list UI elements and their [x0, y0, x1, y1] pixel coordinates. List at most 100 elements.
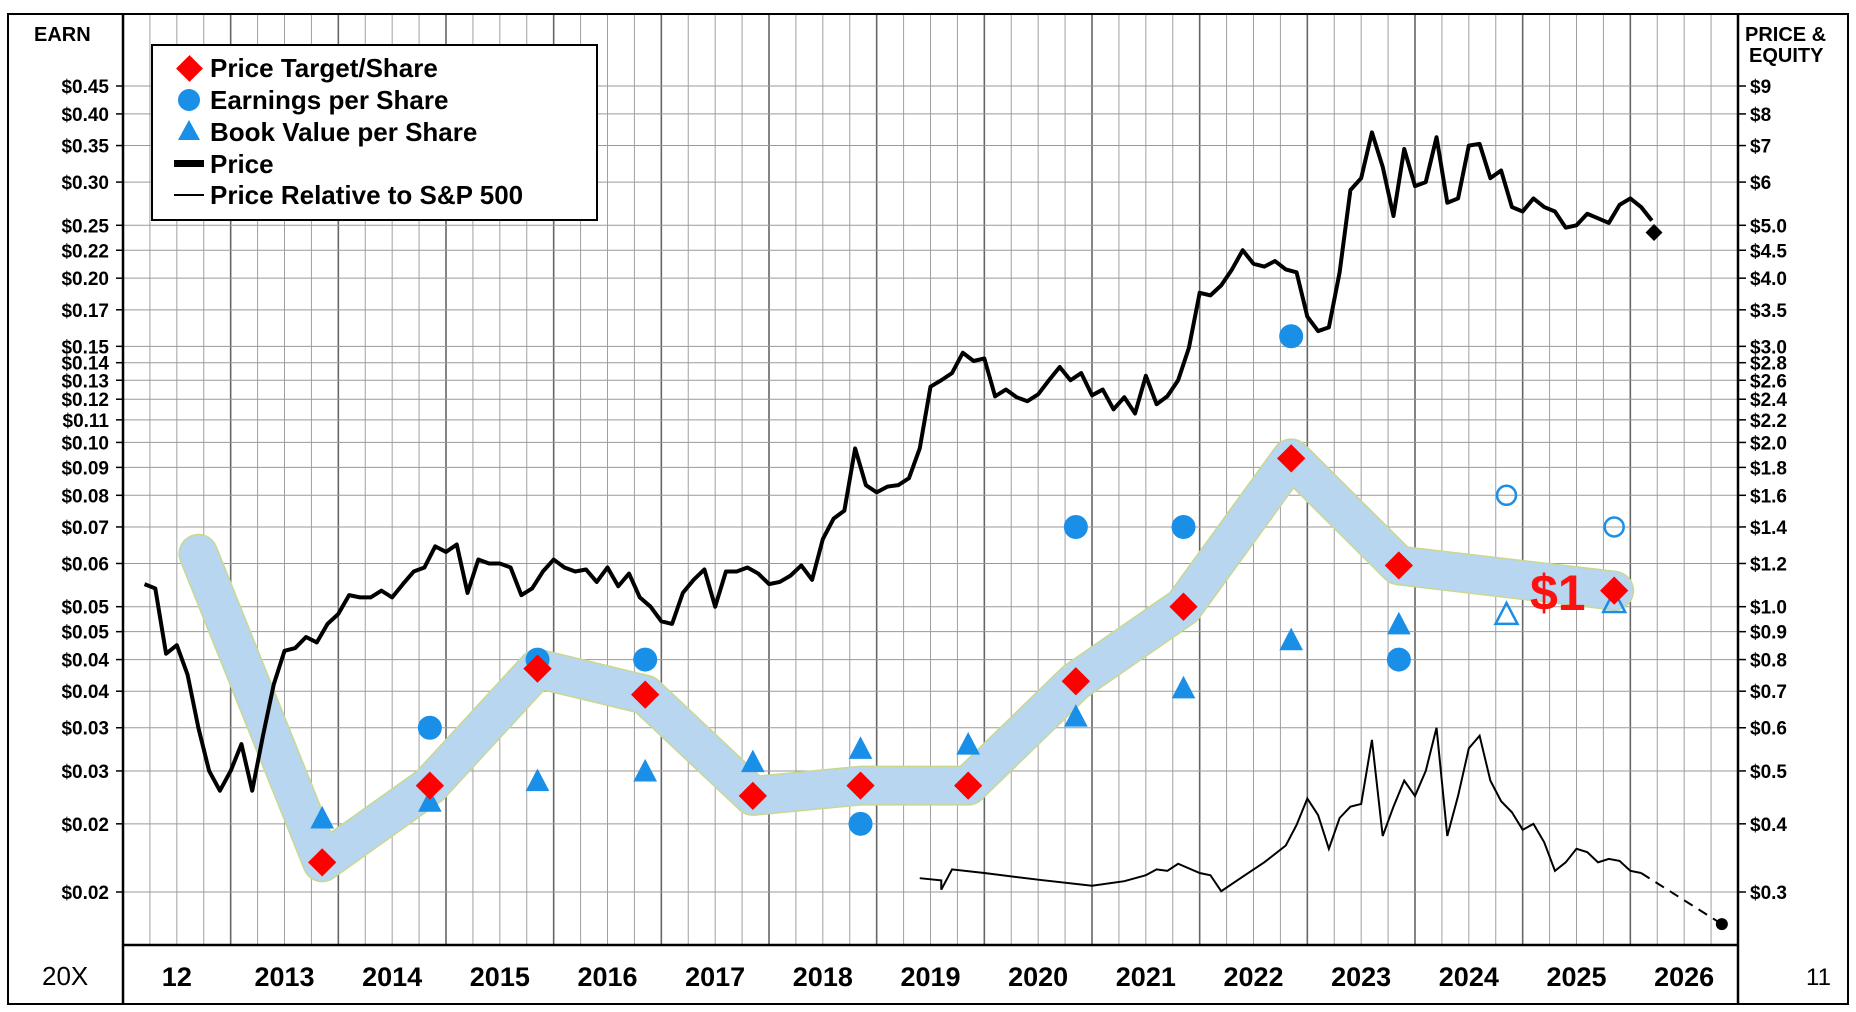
- left-tick-label: $0.40: [61, 105, 109, 126]
- legend: Price Target/Share Earnings per Share Bo…: [151, 44, 598, 221]
- right-tick-label: $0.3: [1750, 883, 1787, 904]
- left-tick-label: $0.12: [61, 390, 109, 411]
- year-label: 2016: [577, 962, 637, 992]
- left-axis-title: EARN: [34, 24, 91, 46]
- legend-diamond-icon: [176, 55, 203, 82]
- price-target-marker: [1600, 576, 1629, 605]
- year-label: 2013: [254, 962, 314, 992]
- right-tick-label: $0.9: [1750, 623, 1787, 644]
- legend-label-target: Price Target/Share: [210, 53, 438, 83]
- price-target-marker: [523, 654, 552, 683]
- left-tick-label: $0.15: [61, 337, 109, 358]
- right-tick-label: $3.0: [1750, 337, 1787, 358]
- left-tick-label: $0.05: [61, 623, 109, 644]
- eps-marker: [417, 715, 442, 740]
- right-tick-label: $8: [1750, 105, 1771, 126]
- right-tick-label: $0.5: [1750, 762, 1787, 783]
- eps-marker: [1603, 516, 1625, 538]
- eps-marker: [1386, 647, 1411, 672]
- legend-thin-line-icon: [174, 194, 204, 196]
- legend-thick-line-icon: [174, 160, 204, 167]
- right-axis-title-line2: EQUITY: [1749, 45, 1824, 67]
- year-label: 2015: [470, 962, 530, 992]
- bvps-marker: [1171, 675, 1196, 699]
- bvps-marker: [633, 758, 658, 782]
- ticks: $0.45 $0.40 $0.35 $0.30 $0.25 $0.22 $0.20 $0.17…: [61, 77, 1787, 992]
- year-label: 2021: [1116, 962, 1176, 992]
- year-label: 2023: [1331, 962, 1391, 992]
- year-label: 2018: [793, 962, 853, 992]
- outer-frame: [7, 13, 1849, 1005]
- price-target-marker: [415, 771, 444, 800]
- relative-line-group: [919, 727, 1728, 931]
- right-tick-label: $2.6: [1750, 371, 1787, 392]
- bvps-marker: [848, 736, 873, 759]
- eps-marker: [1495, 484, 1518, 507]
- bvps-marker: [418, 789, 442, 812]
- right-tick-label: $0.6: [1750, 719, 1787, 740]
- eps-marker: [1171, 514, 1196, 539]
- left-tick-label: $0.10: [61, 433, 109, 454]
- year-label: 2025: [1546, 962, 1606, 992]
- right-tick-label: $1.2: [1750, 554, 1787, 575]
- eps-marker: [1063, 514, 1088, 539]
- price-target-marker: [308, 848, 337, 877]
- left-tick-label: $0.14: [61, 354, 109, 375]
- year-label: 2024: [1439, 962, 1499, 992]
- left-tick-label: $0.35: [61, 137, 109, 158]
- right-tick-label: $0.8: [1750, 651, 1787, 672]
- bvps-marker: [1493, 600, 1520, 626]
- bottom-left-label: 20X: [42, 961, 88, 991]
- right-axis-title-line1: PRICE &: [1745, 24, 1826, 46]
- right-tick-label: $6: [1750, 173, 1771, 194]
- eps-marker: [848, 811, 873, 836]
- relative-projection-end: [1715, 918, 1728, 931]
- bvps-marker: [525, 768, 550, 792]
- bvps-marker: [1387, 611, 1411, 635]
- year-label: 2020: [1008, 962, 1068, 992]
- chart-frame: [7, 13, 1849, 1005]
- price-target-marker: [631, 680, 660, 709]
- right-tick-label: $2.2: [1750, 411, 1787, 432]
- price-line: [143, 130, 1654, 793]
- left-tick-label: $0.04: [61, 682, 109, 703]
- bvps-marker: [1279, 627, 1304, 651]
- left-tick-label: $0.08: [61, 486, 109, 507]
- bvps-marker: [956, 732, 981, 755]
- left-tick-label: $0.03: [61, 719, 109, 740]
- left-tick-label: $0.22: [61, 241, 109, 262]
- year-label: 2026: [1654, 962, 1714, 992]
- right-tick-label: $7: [1750, 137, 1771, 158]
- legend-circle-icon: [178, 89, 200, 111]
- left-tick-label: $0.25: [61, 216, 109, 237]
- left-tick-label: $0.02: [61, 883, 109, 904]
- bvps-marker: [310, 805, 335, 829]
- bvps-marker: [1064, 704, 1088, 727]
- price-target-marker: [846, 771, 875, 800]
- year-label: 2017: [685, 962, 745, 992]
- left-tick-label: $0.05: [61, 598, 109, 619]
- left-tick-label: $0.09: [61, 458, 109, 479]
- relative-line: [919, 727, 1642, 893]
- right-tick-label: $4.0: [1750, 269, 1787, 290]
- right-tick-label: $5.0: [1750, 216, 1787, 237]
- price-target-marker: [738, 781, 767, 811]
- right-tick-label: $1.0: [1750, 598, 1787, 619]
- left-tick-label: $0.03: [61, 762, 109, 783]
- price-target-marker: [1384, 551, 1413, 580]
- legend-label-relative: Price Relative to S&P 500: [210, 180, 523, 210]
- left-tick-label: $0.02: [61, 815, 109, 836]
- year-label: 2019: [900, 962, 960, 992]
- year-label: 2022: [1223, 962, 1283, 992]
- left-tick-label: $0.07: [61, 518, 109, 539]
- right-tick-label: $4.5: [1750, 241, 1787, 262]
- right-tick-label: $2.8: [1750, 354, 1787, 375]
- left-tick-label: $0.04: [61, 651, 109, 672]
- legend-triangle-icon: [178, 120, 200, 140]
- price-target-marker: [1277, 444, 1306, 473]
- right-tick-label: $0.7: [1750, 682, 1787, 703]
- year-label: 12: [162, 962, 192, 992]
- bvps-marker: [1601, 588, 1628, 614]
- price-target-marker: [1061, 667, 1090, 696]
